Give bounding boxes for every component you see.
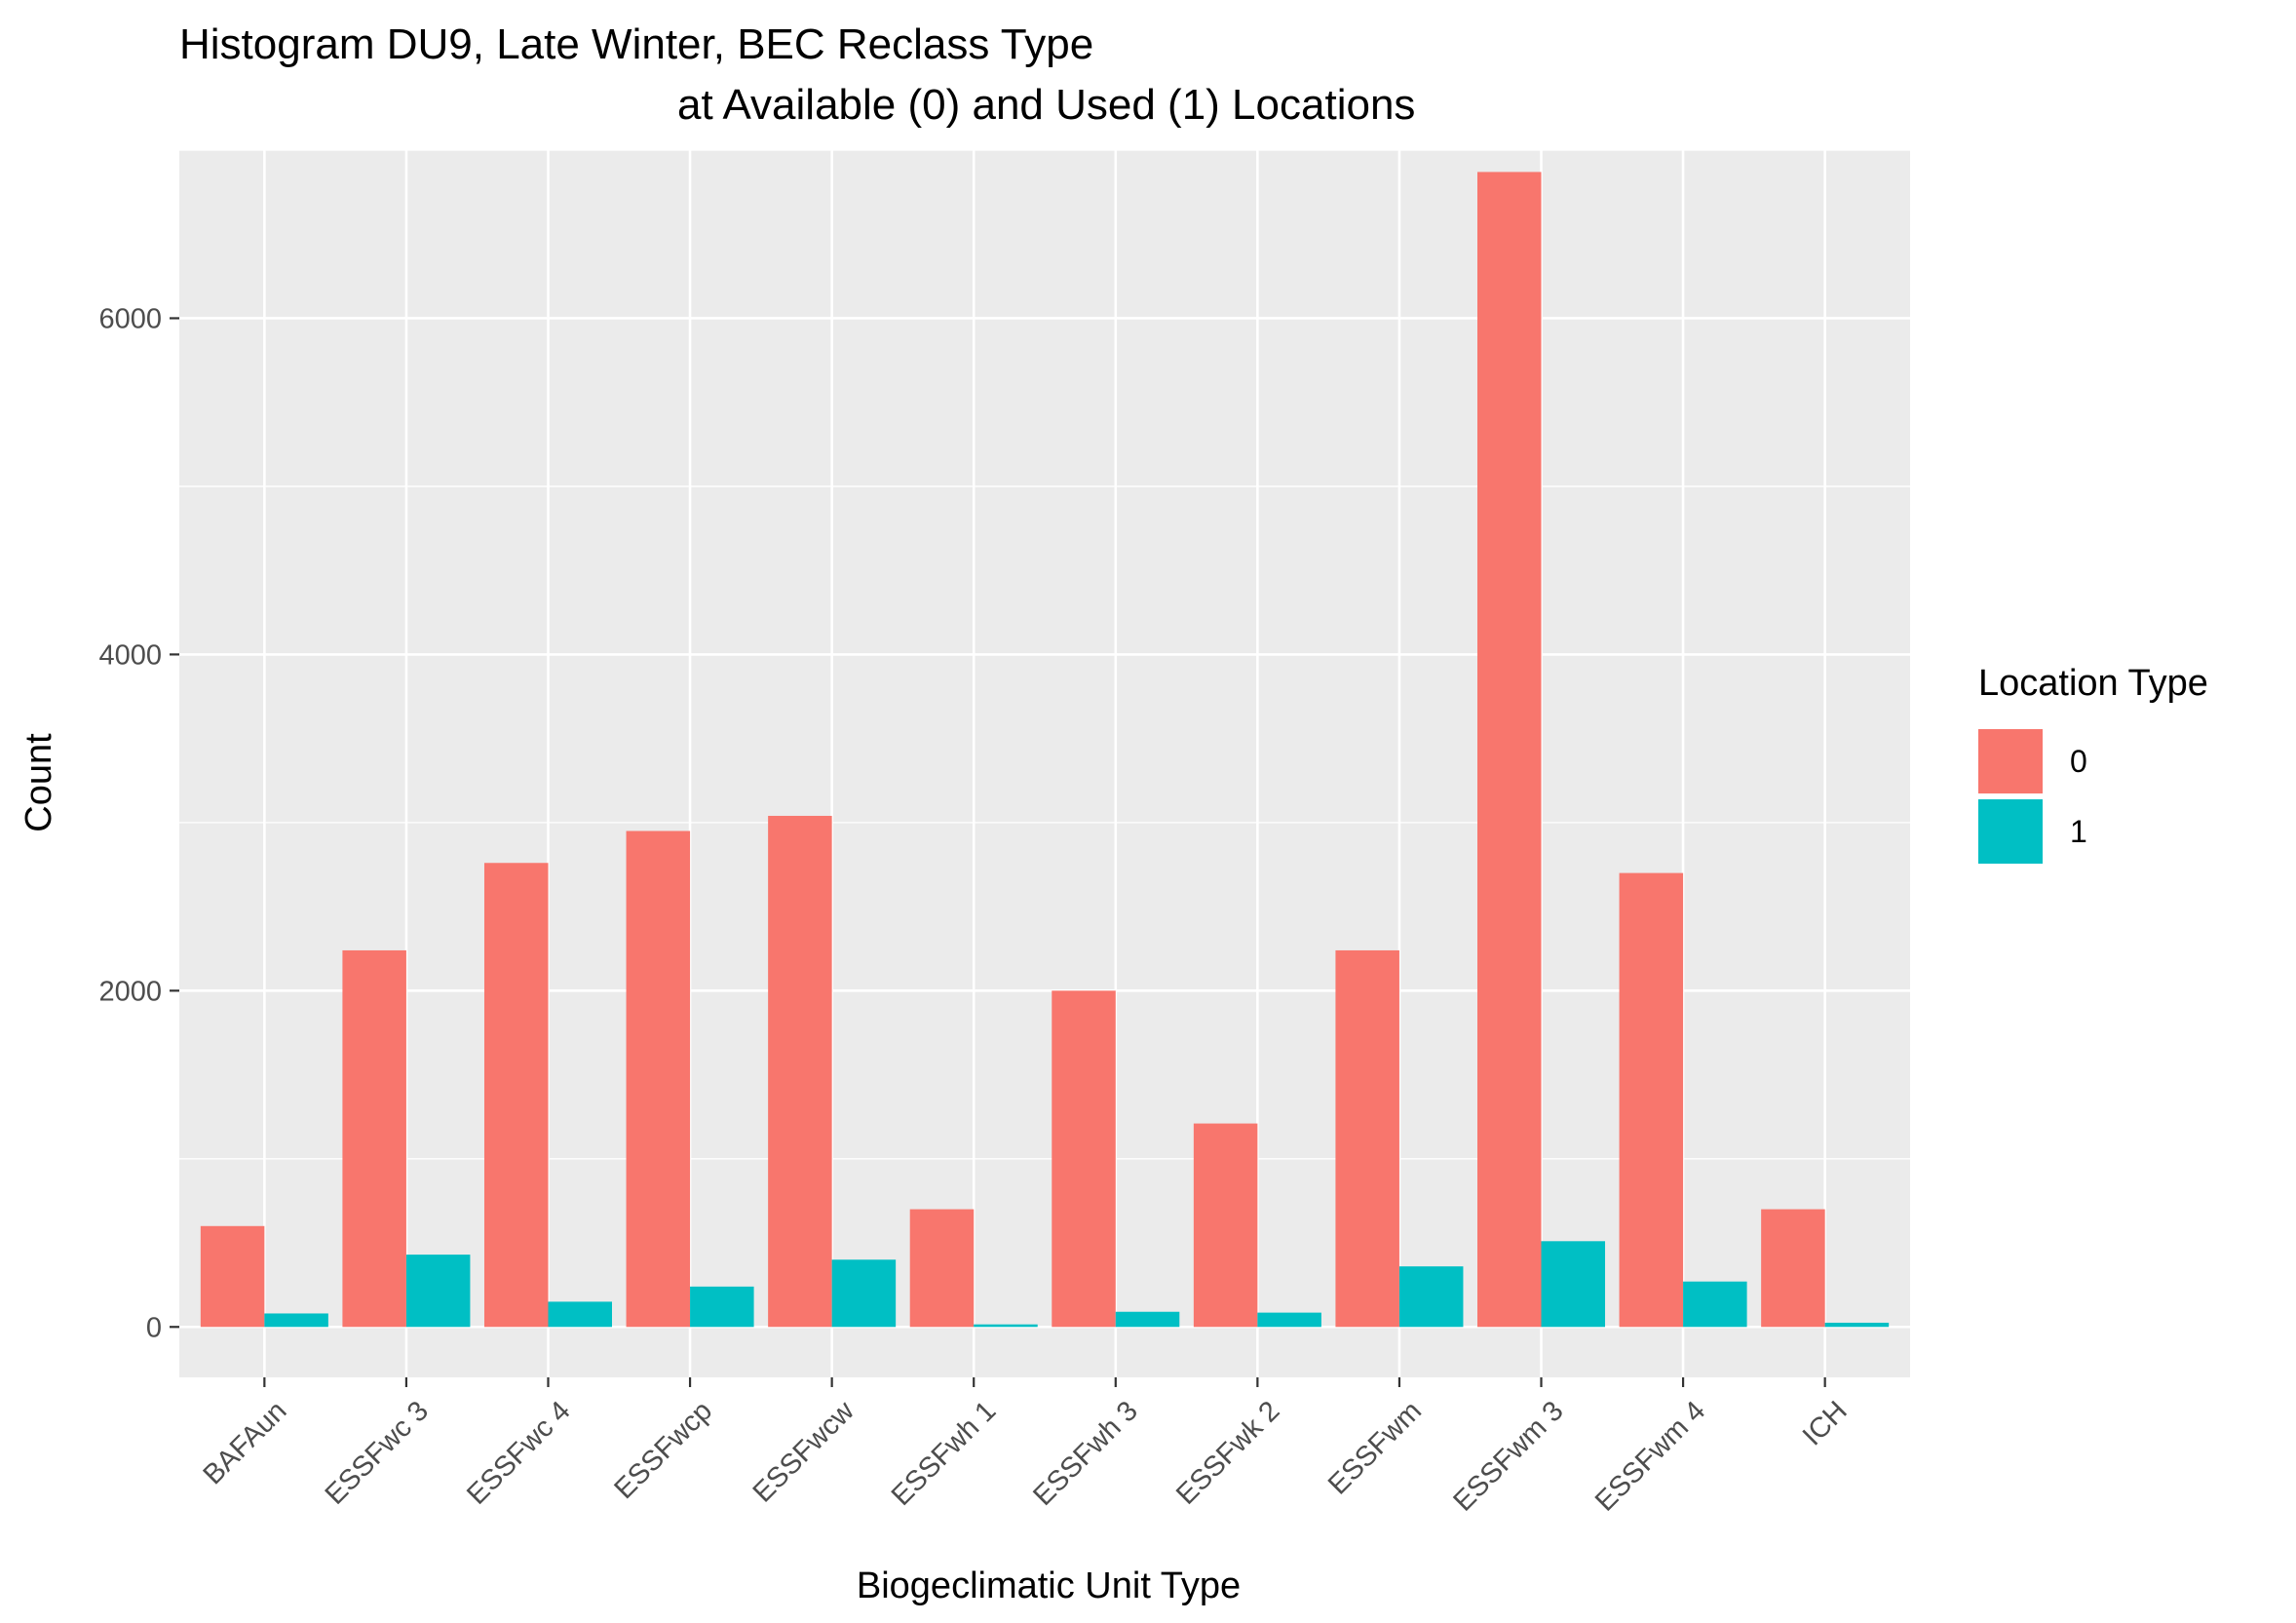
bar-ESSFwh-1-series-1 xyxy=(974,1324,1038,1328)
legend-key-1 xyxy=(1978,799,2043,864)
y-tick-label: 2000 xyxy=(98,976,162,1007)
x-tick-label: ESSFwm 4 xyxy=(1589,1395,1711,1517)
bar-ESSFwm-3-series-1 xyxy=(1541,1241,1606,1328)
bar-ESSFwh-1-series-0 xyxy=(909,1209,975,1328)
x-tick-label: ESSFwcw xyxy=(747,1395,861,1509)
bar-ESSFwcw-series-1 xyxy=(831,1259,897,1328)
x-tick-label: ESSFwh 1 xyxy=(886,1395,1003,1512)
legend-title: Location Type xyxy=(1978,663,2208,704)
y-axis-title: Count xyxy=(19,733,59,832)
x-tick-label: ICH xyxy=(1797,1395,1854,1451)
bar-BAFAun-series-1 xyxy=(264,1313,328,1328)
y-tick-label: 6000 xyxy=(98,303,162,334)
bar-ICH-series-0 xyxy=(1761,1209,1825,1328)
bar-ESSFwc-3-series-1 xyxy=(405,1255,471,1328)
bar-ESSFwm-series-0 xyxy=(1335,949,1399,1328)
bar-ESSFwm-4-series-1 xyxy=(1683,1281,1747,1328)
bar-ESSFwh-3-series-0 xyxy=(1052,990,1116,1328)
x-axis: BAFAun ESSFwc 3 ESSFwc 4 ESSFwcp ESSFwcw ESSF… xyxy=(198,1377,1854,1518)
x-tick-label: ESSFwc 3 xyxy=(320,1395,435,1510)
y-tick-label: 4000 xyxy=(98,639,162,671)
bar-ESSFwk-2-series-0 xyxy=(1193,1123,1258,1328)
x-tick-label: ESSFwk 2 xyxy=(1170,1395,1285,1510)
bar-ESSFwc-3-series-0 xyxy=(342,949,406,1328)
legend-label-0: 0 xyxy=(2070,743,2087,779)
x-tick-label: ESSFwc 4 xyxy=(461,1395,576,1510)
bar-ESSFwc-4-series-1 xyxy=(548,1301,612,1328)
y-axis: 0 2000 4000 6000 xyxy=(98,303,179,1343)
legend-key-0 xyxy=(1978,729,2043,793)
legend: Location Type 0 1 xyxy=(1978,663,2208,867)
y-tick-label: 0 xyxy=(146,1312,162,1343)
legend-item-1: 1 xyxy=(1978,796,2208,867)
x-tick-label: ESSFwcp xyxy=(608,1395,718,1505)
chart-subtitle: at Available (0) and Used (1) Locations xyxy=(677,81,1416,129)
bar-ESSFwcp-series-1 xyxy=(690,1286,754,1328)
x-axis-title: Biogeclimatic Unit Type xyxy=(856,1565,1242,1606)
bar-ESSFwm-3-series-0 xyxy=(1477,172,1542,1328)
bar-ESSFwm-4-series-0 xyxy=(1619,872,1684,1328)
x-tick-label: BAFAun xyxy=(198,1395,293,1490)
bar-BAFAun-series-0 xyxy=(200,1225,265,1328)
x-tick-label: ESSFwm xyxy=(1322,1395,1428,1500)
bar-ESSFwm-series-1 xyxy=(1398,1266,1464,1328)
bar-ESSFwh-3-series-1 xyxy=(1115,1311,1180,1328)
bar-ICH-series-1 xyxy=(1824,1322,1890,1328)
bar-ESSFwc-4-series-0 xyxy=(483,863,549,1328)
legend-label-1: 1 xyxy=(2070,813,2087,849)
bar-ESSFwk-2-series-1 xyxy=(1257,1312,1321,1328)
x-tick-label: ESSFwm 3 xyxy=(1447,1395,1569,1517)
bars xyxy=(200,172,1890,1328)
legend-item-0: 0 xyxy=(1978,726,2208,796)
bar-ESSFwcw-series-0 xyxy=(768,815,832,1328)
x-tick-label: ESSFwh 3 xyxy=(1027,1395,1144,1512)
chart-title: Histogram DU9, Late Winter, BEC Reclass … xyxy=(179,20,1094,68)
bar-ESSFwcp-series-0 xyxy=(626,831,691,1328)
